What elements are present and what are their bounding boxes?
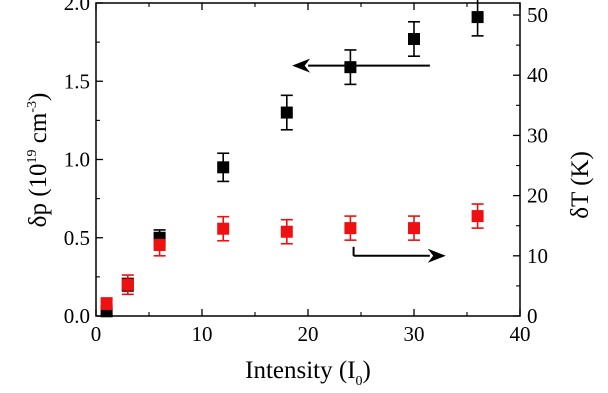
delta-p-point bbox=[408, 32, 420, 45]
data-points bbox=[100, 11, 484, 318]
tick-labels: 0 10 20 30 40 0.0 0.5 1.0 1.5 2.0 0 10 20 30 40 50 bbox=[64, 0, 548, 346]
x-tick-label: 30 bbox=[404, 322, 425, 346]
x-tick-label: 0 bbox=[91, 322, 102, 346]
y-left-tick-label: 0.5 bbox=[64, 226, 90, 250]
x-tick-label: 40 bbox=[510, 322, 531, 346]
delta-t-point bbox=[408, 222, 420, 235]
delta-t-point bbox=[280, 225, 293, 238]
delta-t-point bbox=[471, 210, 484, 223]
delta-p-point bbox=[471, 11, 484, 24]
y-left-tick-label: 1.0 bbox=[64, 148, 90, 172]
x-tick-label: 20 bbox=[298, 322, 319, 346]
y-right-tick-label: 50 bbox=[527, 3, 548, 27]
delta-t-point bbox=[217, 222, 230, 235]
plot-frame bbox=[95, 2, 521, 317]
delta-t-point bbox=[121, 278, 134, 291]
arrow-head bbox=[292, 58, 311, 73]
error-bars bbox=[100, 0, 484, 316]
arrow-head bbox=[427, 248, 446, 263]
y-left-tick-label: 2.0 bbox=[64, 0, 90, 15]
x-tick-label: 10 bbox=[192, 322, 213, 346]
y-right-tick-label: 30 bbox=[527, 123, 548, 147]
y-right-tick-label: 0 bbox=[527, 304, 538, 328]
delta-p-point bbox=[280, 106, 293, 119]
delta-p-point bbox=[344, 61, 357, 74]
y-right-tick-label: 40 bbox=[527, 63, 548, 87]
delta-t-point bbox=[344, 222, 357, 235]
delta-t-point bbox=[153, 238, 166, 251]
y-right-axis-title: δT (K) bbox=[567, 151, 594, 219]
y-left-tick-label: 0.0 bbox=[64, 304, 90, 328]
y-left-tick-label: 1.5 bbox=[64, 69, 90, 93]
axis-ticks bbox=[95, 2, 521, 317]
delta-p-point bbox=[217, 161, 230, 174]
axis-arrows bbox=[292, 58, 446, 263]
delta-t-point bbox=[100, 297, 113, 310]
x-axis-title: Intensity (I0) bbox=[245, 357, 371, 389]
y-right-tick-label: 10 bbox=[527, 244, 548, 268]
y-left-axis-title: δp (1019 cm-3) bbox=[25, 93, 52, 228]
y-right-tick-label: 20 bbox=[527, 184, 548, 208]
